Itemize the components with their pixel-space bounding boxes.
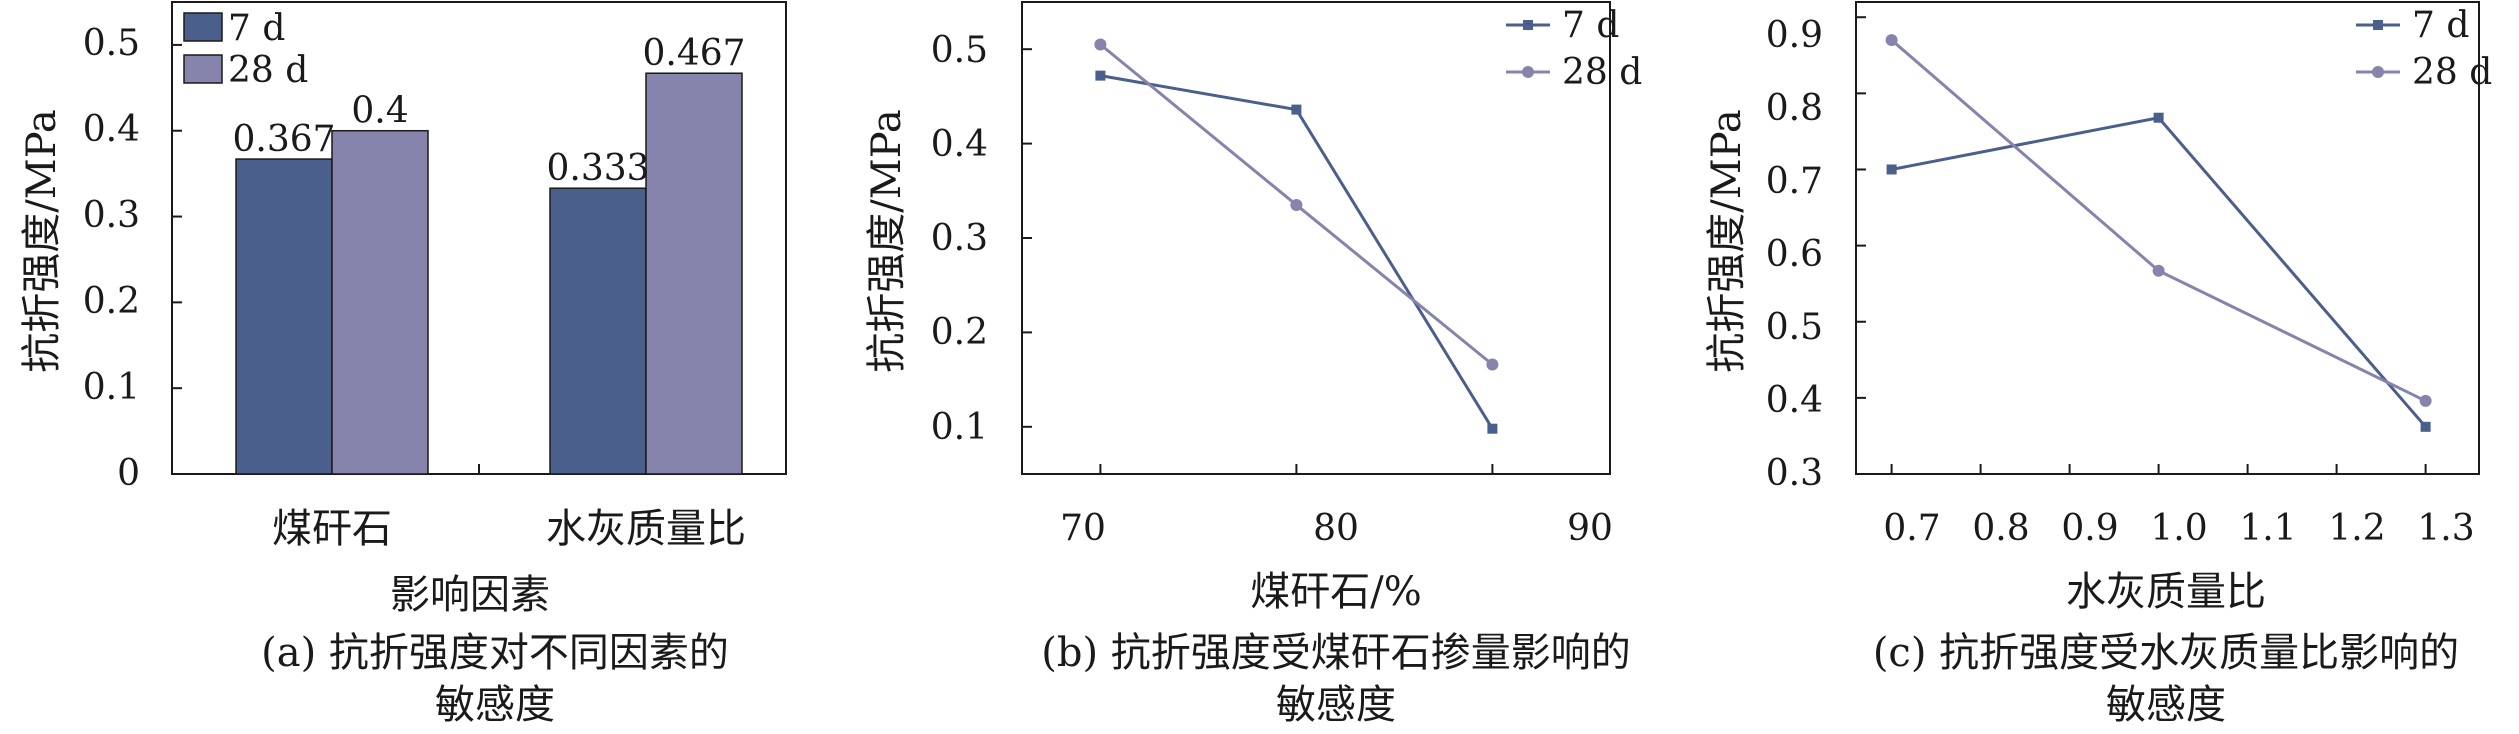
caption-line-1: (a) 抗折强度对不同因素的 xyxy=(261,630,729,676)
point-28d xyxy=(2152,264,2165,277)
legend-swatch-28d xyxy=(183,54,223,84)
caption-line-2: 敏感度 xyxy=(435,682,555,728)
y-tick-label: 0.6 xyxy=(1766,234,1823,275)
bar-value-labels: 0.367 0.4 0.333 0.467 xyxy=(232,33,745,189)
y-tick-label: 0.5 xyxy=(931,30,988,71)
x-category-label: 水灰质量比 xyxy=(546,506,746,552)
bar-28d xyxy=(645,72,743,475)
x-category-label: 煤矸石 xyxy=(272,506,392,552)
x-tick-label: 0.9 xyxy=(2061,508,2118,549)
y-tick-label: 0.4 xyxy=(1766,380,1823,421)
legend-marker-28d xyxy=(2372,66,2384,78)
y-axis-label: 抗折强度/MPa xyxy=(864,109,910,372)
caption-line-2: 敏感度 xyxy=(1276,682,1396,728)
y-tick-labels: 0.1 0.2 0.3 0.4 0.5 xyxy=(931,30,988,448)
y-tick-label: 0 xyxy=(117,453,140,494)
panel-c-line-chart: 0.3 0.4 0.5 0.6 0.7 0.8 0.9 0.7 0.8 0.9 … xyxy=(1704,1,2492,728)
legend-marker-7d xyxy=(2373,20,2383,30)
x-tick-label: 70 xyxy=(1060,508,1106,549)
point-7d xyxy=(1886,164,1897,175)
point-7d xyxy=(2420,421,2431,432)
x-axis-label: 水灰质量比 xyxy=(2066,569,2266,615)
bar-28d xyxy=(331,129,429,475)
series-group xyxy=(1885,34,2432,432)
legend-marker-7d xyxy=(1523,20,1533,30)
x-tick-label: 1.3 xyxy=(2417,508,2474,549)
bar-value-label: 0.333 xyxy=(546,148,649,189)
y-axis-label: 抗折强度/MPa xyxy=(1704,109,1750,372)
y-tick-label: 0.1 xyxy=(83,367,140,408)
bar-value-label: 0.4 xyxy=(351,91,408,132)
y-tick-label: 0.1 xyxy=(931,407,988,448)
series-line-28d xyxy=(1890,38,2427,403)
y-tick-labels: 0.3 0.4 0.5 0.6 0.7 0.8 0.9 xyxy=(1766,15,1823,494)
legend-label-28d: 28 d xyxy=(1562,52,1642,93)
point-7d xyxy=(2153,112,2164,123)
point-28d xyxy=(1486,358,1499,371)
legend-swatch-7d xyxy=(183,12,223,42)
x-tick-label: 1.2 xyxy=(2328,508,2385,549)
x-axis-label: 煤矸石/% xyxy=(1250,569,1421,615)
y-tick-labels: 0 0.1 0.2 0.3 0.4 0.5 xyxy=(83,23,140,494)
y-tick-label: 0.5 xyxy=(1766,307,1823,348)
x-tick-labels: 0.7 0.8 0.9 1.0 1.1 1.2 1.3 xyxy=(1883,508,2474,549)
legend-label-28d: 28 d xyxy=(2412,52,2492,93)
legend-label-28d: 28 d xyxy=(228,50,308,91)
bar-7d xyxy=(235,158,333,475)
point-28d xyxy=(1290,198,1303,211)
bar-group xyxy=(235,72,743,475)
y-tick-label: 0.7 xyxy=(1766,161,1823,202)
x-tick-label: 0.7 xyxy=(1883,508,1940,549)
y-tick-label: 0.2 xyxy=(83,281,140,322)
bar-value-label: 0.367 xyxy=(232,119,335,160)
y-tick-label: 0.3 xyxy=(83,195,140,236)
series-group xyxy=(1094,38,1499,434)
caption-line-2: 敏感度 xyxy=(2106,682,2226,728)
legend-marker-28d xyxy=(1522,66,1534,78)
caption-line-1: (b) 抗折强度受煤矸石掺量影响的 xyxy=(1041,630,1631,676)
caption-line-1: (c) 抗折强度受水灰质量比影响的 xyxy=(1873,630,2459,676)
x-tick-label: 80 xyxy=(1313,508,1359,549)
legend: 7 d 28 d xyxy=(1506,5,1642,93)
y-axis-label: 抗折强度/MPa xyxy=(19,109,65,372)
series-line-7d xyxy=(1100,74,1494,430)
y-tick-label: 0.3 xyxy=(1766,453,1823,494)
point-7d xyxy=(1095,70,1106,81)
point-7d xyxy=(1487,423,1498,434)
point-28d xyxy=(1094,38,1107,51)
x-tick-label: 0.8 xyxy=(1972,508,2029,549)
panel-a-bar-chart: 0 0.1 0.2 0.3 0.4 0.5 0.367 0.4 0.333 0.467… xyxy=(19,1,787,728)
y-tick-label: 0.2 xyxy=(931,312,988,353)
y-tick-label: 0.4 xyxy=(931,124,988,165)
x-tick-label: 90 xyxy=(1567,508,1613,549)
legend-label-7d: 7 d xyxy=(228,8,285,49)
y-tick-label: 0.5 xyxy=(83,23,140,64)
panel-b-line-chart: 0.1 0.2 0.3 0.4 0.5 70 80 90 抗折强度/MPa 煤矸… xyxy=(864,1,1642,728)
bar-value-label: 0.467 xyxy=(642,33,745,74)
point-7d xyxy=(1291,104,1302,115)
bar-7d xyxy=(549,187,647,475)
y-tick-label: 0.8 xyxy=(1766,88,1823,129)
x-tick-labels: 70 80 90 xyxy=(1060,508,1613,549)
x-axis-label: 影响因素 xyxy=(390,572,550,618)
point-28d xyxy=(1885,34,1898,47)
point-28d xyxy=(2419,394,2432,407)
plot-frame xyxy=(1855,1,2480,475)
legend: 7 d 28 d xyxy=(2356,5,2492,93)
x-tick-label: 1.0 xyxy=(2150,508,2207,549)
y-tick-label: 0.4 xyxy=(83,109,140,150)
x-tick-label: 1.1 xyxy=(2239,508,2296,549)
legend-label-7d: 7 d xyxy=(1562,5,1619,46)
legend-label-7d: 7 d xyxy=(2412,5,2469,46)
legend: 7 d 28 d xyxy=(183,8,308,91)
y-tick-label: 0.9 xyxy=(1766,15,1823,56)
y-tick-label: 0.3 xyxy=(931,218,988,259)
